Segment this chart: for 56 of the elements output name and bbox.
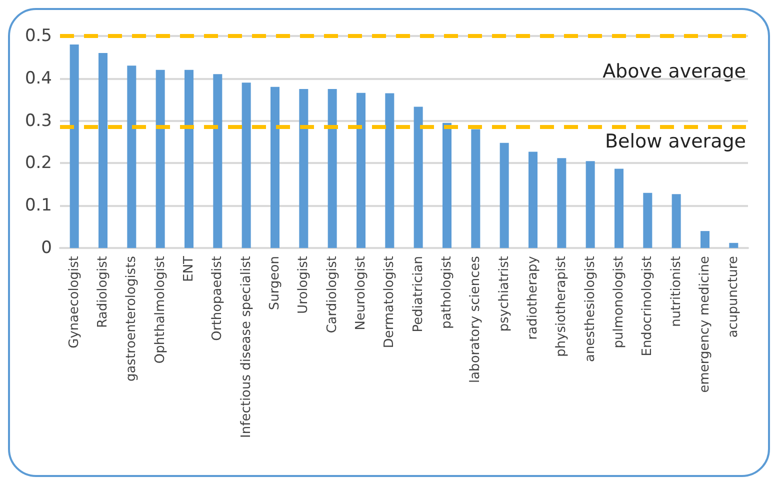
x-tick-label: emergency medicine: [698, 256, 712, 393]
x-tick-label: nutritionist: [668, 256, 684, 327]
x-tick-label: gastroenterologists: [124, 256, 140, 382]
y-tick-label: 0.3: [24, 110, 52, 131]
x-tick-label: Cardiologist: [324, 256, 340, 334]
bar: [127, 66, 136, 248]
x-tick-label: Urologist: [296, 256, 312, 314]
bar: [98, 52, 108, 248]
annotation: Above average: [602, 60, 746, 82]
y-tick-label: 0: [41, 238, 52, 258]
bar: [270, 86, 280, 248]
x-tick-label: psychiatrist: [496, 256, 512, 332]
x-tick-label: Infectious disease specialist: [238, 256, 254, 438]
bar: [557, 158, 566, 248]
bar: [528, 152, 538, 248]
x-tick-label: laboratory sciences: [468, 256, 484, 384]
x-tick-label: pathologist: [440, 256, 454, 329]
bar: [729, 242, 738, 248]
bar: [156, 70, 165, 248]
x-tick-label: Dermatologist: [382, 256, 398, 348]
bar: [70, 44, 79, 248]
x-tick-label: ENT: [182, 256, 196, 282]
x-tick-label: anesthesiologist: [582, 256, 598, 362]
bar: [672, 194, 681, 248]
bar: [471, 129, 480, 248]
y-tick-label: 0.4: [24, 68, 52, 88]
x-tick-label: physiotherapist: [554, 256, 570, 357]
x-tick-label: acupuncture: [726, 256, 742, 338]
bar: [356, 92, 366, 248]
bar: [643, 192, 652, 248]
x-tick-label: pulmonologist: [612, 256, 626, 348]
bar: [242, 82, 251, 248]
x-tick-label: Endocrinologist: [640, 256, 656, 356]
bar: [299, 89, 308, 248]
x-tick-label: Pediatrician: [410, 256, 426, 332]
bar: [700, 231, 710, 248]
bar: [586, 161, 595, 248]
y-tick-label: 0.1: [24, 196, 52, 216]
x-tick-label: Radiologist: [96, 256, 110, 328]
y-tick-label: 0.5: [24, 26, 52, 46]
bar: [414, 106, 423, 248]
bar: [442, 122, 452, 248]
x-tick-label: Gynaecologist: [66, 256, 82, 348]
x-tick-label: Surgeon: [268, 256, 282, 310]
bar: [500, 142, 509, 248]
bar: [614, 168, 624, 248]
x-tick-label: Ophthalmologist: [152, 256, 168, 364]
x-tick-label: Orthopaedist: [210, 256, 226, 341]
annotation: Below average: [605, 130, 746, 152]
bar: [328, 89, 337, 248]
bar: [184, 70, 194, 248]
bar: [213, 74, 222, 248]
bar: [385, 93, 394, 248]
x-tick-label: radiotherapy: [526, 256, 540, 340]
x-tick-label: Neurologist: [354, 256, 368, 330]
y-tick-label: 0.2: [24, 153, 52, 174]
